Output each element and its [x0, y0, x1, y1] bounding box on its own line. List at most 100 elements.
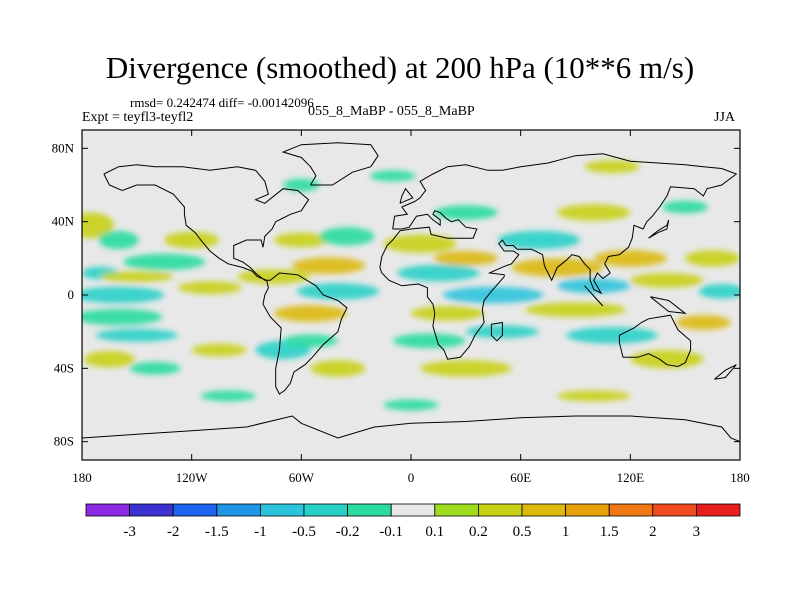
field-blob — [273, 305, 348, 322]
colorbar-label: 3 — [693, 524, 701, 540]
field-blob — [397, 264, 480, 282]
field-blob — [442, 286, 544, 304]
coastline — [490, 321, 503, 342]
colorbar-label: -1 — [254, 524, 267, 540]
field-blob — [200, 390, 256, 402]
x-tick-label: 120W — [176, 470, 209, 485]
colorbar-swatch — [521, 503, 566, 517]
colorbar-swatch — [696, 503, 741, 517]
field-blob — [292, 257, 366, 274]
colorbar-swatch — [565, 503, 610, 517]
field-blob — [82, 308, 163, 326]
coastline — [618, 314, 692, 368]
field-blob — [83, 350, 136, 368]
field-blob — [123, 253, 206, 271]
field-blob — [95, 328, 178, 342]
field-blob — [557, 390, 631, 402]
colorbar-label: 2 — [649, 524, 657, 540]
season-label: JJA — [714, 110, 736, 125]
colorbar-label: 1 — [562, 524, 570, 540]
y-tick-label: 40N — [52, 214, 75, 229]
colorbar-swatch — [390, 503, 436, 517]
coastline — [379, 153, 738, 360]
colorbar-label: -0.5 — [292, 524, 316, 540]
field-blob — [630, 273, 704, 288]
stats-label: rmsd= 0.242474 diff= -0.00142096 — [130, 95, 314, 110]
field-blob — [129, 361, 181, 375]
colorbar-label: -2 — [167, 524, 180, 540]
field-blob — [296, 283, 380, 300]
field-blob — [662, 200, 709, 214]
x-tick-label: 60W — [289, 470, 315, 485]
field-blob — [310, 360, 366, 377]
x-tick-label: 180 — [730, 470, 750, 485]
coastline — [103, 164, 348, 395]
colorbar-swatch — [434, 503, 479, 517]
field-blob — [283, 178, 320, 192]
field-blob — [98, 230, 139, 250]
colorbar-swatch — [303, 503, 348, 517]
field-blob — [557, 204, 631, 221]
field-blob — [237, 269, 311, 284]
x-tick-label: 60E — [510, 470, 531, 485]
field-blob — [283, 334, 338, 348]
colorbar-label: 0.5 — [513, 524, 532, 540]
colorbar-swatch — [216, 503, 261, 517]
field-blob — [593, 250, 667, 267]
field-blob — [497, 230, 581, 250]
colorbar-swatch — [652, 503, 697, 517]
field-blob — [319, 227, 375, 246]
field-blob — [566, 327, 658, 344]
coastline — [399, 187, 414, 204]
x-tick-label: 180 — [72, 470, 92, 485]
coastline — [650, 296, 687, 314]
field-blob — [82, 286, 165, 304]
field-blob — [100, 271, 174, 283]
field-blob — [676, 315, 731, 330]
field-blob — [273, 232, 329, 248]
field-blob — [191, 343, 247, 357]
coastline — [714, 364, 737, 380]
field-blob — [584, 160, 640, 174]
experiment-label: Expt = teyfl3-teyfl2 — [82, 110, 194, 125]
colorbar-swatch — [477, 503, 523, 517]
field-blob — [525, 302, 626, 317]
colorbar-swatch — [85, 503, 130, 517]
field-blob — [383, 234, 457, 253]
colorbar-swatch — [172, 503, 218, 517]
field-blob — [685, 250, 740, 267]
x-tick-label: 120E — [617, 470, 645, 485]
field-blob — [433, 251, 498, 266]
field-blob — [392, 333, 466, 349]
field-blob — [383, 399, 439, 411]
field-blob — [557, 278, 631, 294]
y-tick-label: 0 — [68, 287, 75, 302]
y-tick-label: 80S — [54, 434, 74, 449]
field-blob — [82, 212, 114, 239]
colorbar-label: 0.1 — [425, 524, 444, 540]
run-comparison-label: 055_8_MaBP - 055_8_MaBP — [308, 104, 475, 119]
coastline — [584, 285, 604, 307]
field-blob — [630, 350, 704, 369]
chart-title: Divergence (smoothed) at 200 hPa (10**6 … — [105, 50, 695, 85]
colorbar-label: -0.2 — [336, 524, 360, 540]
field-blob — [411, 306, 485, 321]
coastline — [82, 415, 740, 443]
colorbar-swatch — [347, 503, 392, 517]
field-blob — [420, 360, 512, 377]
colorbar-swatch — [129, 503, 174, 517]
colorbar-label: -0.1 — [379, 524, 403, 540]
colorbar-label: -1.5 — [205, 524, 229, 540]
field-blob — [433, 205, 498, 220]
colorbar-swatch — [259, 503, 305, 517]
colorbar-label: -3 — [123, 524, 136, 540]
y-tick-label: 80N — [52, 140, 75, 155]
colorbar-swatch — [608, 503, 654, 517]
field-blob — [177, 281, 242, 295]
coastline — [281, 142, 379, 186]
field-blob — [164, 231, 220, 249]
x-tick-label: 0 — [408, 470, 415, 485]
coastline — [648, 219, 670, 239]
field-blob — [369, 170, 416, 182]
